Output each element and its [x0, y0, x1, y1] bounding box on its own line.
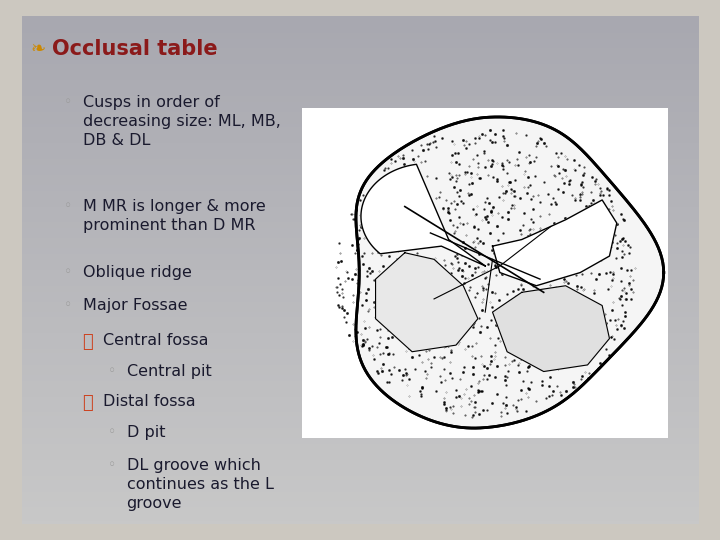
Text: ◦: ◦ [107, 425, 116, 439]
Text: Occlusal table: Occlusal table [52, 39, 217, 59]
Text: Distal fossa: Distal fossa [103, 394, 195, 409]
Text: ◦: ◦ [63, 265, 72, 279]
Text: ⎄: ⎄ [83, 394, 94, 413]
Text: Major Fossae: Major Fossae [83, 298, 187, 313]
Text: ◦: ◦ [107, 364, 116, 378]
Polygon shape [492, 286, 609, 372]
Text: ◦: ◦ [63, 298, 72, 312]
Text: Central pit: Central pit [127, 364, 211, 379]
Text: Oblique ridge: Oblique ridge [83, 265, 192, 280]
Text: M MR is longer & more
prominent than D MR: M MR is longer & more prominent than D M… [83, 199, 265, 233]
Text: ◦: ◦ [63, 95, 72, 109]
Text: ⎄: ⎄ [83, 333, 94, 352]
Polygon shape [356, 117, 664, 428]
Text: ◦: ◦ [107, 458, 116, 472]
Text: ❧: ❧ [31, 40, 46, 58]
Polygon shape [376, 253, 478, 352]
Polygon shape [361, 164, 485, 266]
Text: D pit: D pit [127, 425, 165, 440]
Text: Cusps in order of
decreasing size: ML, MB,
DB & DL: Cusps in order of decreasing size: ML, M… [83, 95, 280, 148]
Text: DL groove which
continues as the L
groove: DL groove which continues as the L groov… [127, 458, 274, 511]
Text: ◦: ◦ [63, 199, 72, 213]
Polygon shape [492, 200, 617, 286]
Text: Central fossa: Central fossa [103, 333, 208, 348]
